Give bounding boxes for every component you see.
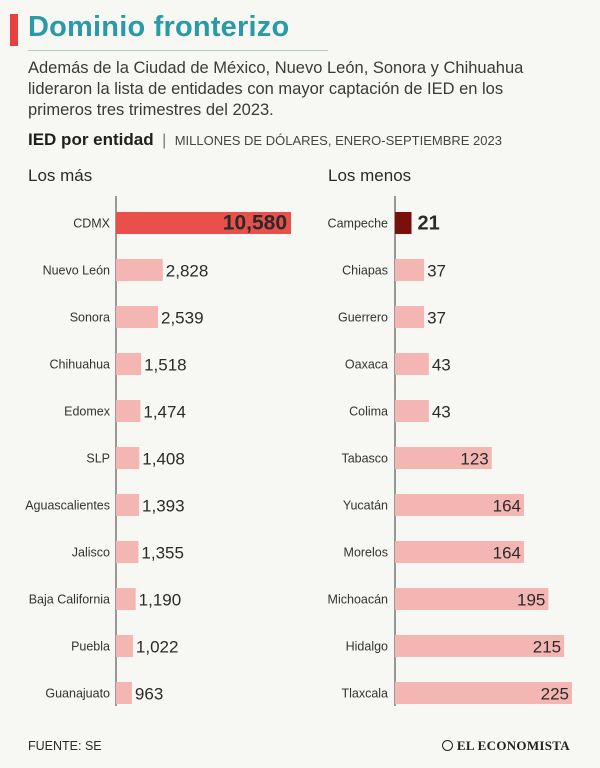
- right-category-label: Hidalgo: [346, 640, 388, 654]
- left-category-label: CDMX: [73, 217, 110, 231]
- left-value-label: 1,474: [143, 403, 186, 422]
- right-category-label: Oaxaca: [345, 358, 388, 372]
- left-bar: [116, 306, 158, 328]
- title-divider: [28, 50, 328, 51]
- right-category-label: Colima: [349, 405, 388, 419]
- left-bar: [116, 212, 291, 234]
- left-bar: [116, 353, 142, 375]
- page-title: Dominio fronterizo: [28, 11, 290, 43]
- right-bar: [395, 682, 572, 704]
- right-category-label: Morelos: [344, 546, 388, 560]
- right-bar: [395, 588, 549, 610]
- left-category-label: Sonora: [70, 311, 110, 325]
- right-category-label: Campeche: [328, 217, 388, 231]
- right-value-label: 21: [418, 213, 440, 235]
- right-value-label: 43: [432, 356, 451, 375]
- left-value-label: 963: [135, 685, 163, 704]
- left-value-label: 2,828: [166, 262, 209, 281]
- left-value-label: 10,580: [223, 212, 287, 235]
- right-category-label: Michoacán: [328, 593, 388, 607]
- left-bar: [116, 635, 133, 657]
- right-bar: [395, 447, 492, 469]
- left-category-label: Edomex: [64, 405, 111, 419]
- right-value-label: 164: [493, 497, 521, 516]
- right-value-label: 225: [541, 685, 569, 704]
- left-category-label: Baja California: [29, 593, 110, 607]
- left-category-label: Puebla: [71, 640, 110, 654]
- right-bar: [395, 212, 412, 234]
- right-category-label: Yucatán: [343, 499, 388, 513]
- right-value-label: 164: [493, 544, 521, 563]
- right-value-label: 37: [427, 309, 446, 328]
- left-bar: [116, 494, 140, 516]
- intro-text: Además de la Ciudad de México, Nuevo Leó…: [28, 59, 524, 119]
- left-category-label: SLP: [86, 452, 110, 466]
- source-note: FUENTE: SE: [28, 739, 102, 753]
- right-value-label: 195: [517, 591, 545, 610]
- right-bar: [395, 259, 425, 281]
- brand-logo: EL ECONOMISTA: [441, 738, 570, 754]
- left-value-label: 2,539: [161, 309, 204, 328]
- right-category-label: Chiapas: [342, 264, 388, 278]
- left-bar: [116, 447, 140, 469]
- left-category-label: Jalisco: [72, 546, 110, 560]
- right-value-label: 43: [432, 403, 451, 422]
- left-bar: [116, 259, 163, 281]
- left-bar: [116, 588, 136, 610]
- left-bar: [116, 541, 139, 563]
- right-bar: [395, 306, 425, 328]
- right-bar: [395, 353, 429, 375]
- left-category-label: Aguascalientes: [25, 499, 110, 513]
- chart-subtitle-units: MILLONES DE DÓLARES, ENERO-SEPTIEMBRE 20…: [174, 133, 502, 148]
- chart-subtitle-bold: IED por entidad: [28, 130, 154, 149]
- brand-mark-icon: [441, 740, 453, 751]
- chart-subtitle: IED por entidad | MILLONES DE DÓLARES, E…: [28, 130, 502, 150]
- left-bar: [116, 682, 132, 704]
- left-category-label: Nuevo León: [43, 264, 110, 278]
- right-category-label: Tlaxcala: [341, 687, 388, 701]
- left-value-label: 1,355: [141, 544, 184, 563]
- right-chart-title: Los menos: [328, 166, 412, 185]
- left-bar: [116, 400, 141, 422]
- left-value-label: 1,408: [142, 450, 185, 469]
- left-value-label: 1,022: [136, 638, 179, 657]
- brand-name: EL ECONOMISTA: [456, 738, 570, 753]
- right-bar: [395, 494, 525, 516]
- right-value-label: 123: [460, 450, 488, 469]
- left-value-label: 1,393: [142, 497, 185, 516]
- right-bar: [395, 400, 429, 422]
- title-accent-bar: [10, 14, 18, 46]
- right-bar: [395, 635, 565, 657]
- right-category-label: Tabasco: [341, 452, 388, 466]
- right-category-label: Guerrero: [338, 311, 388, 325]
- right-value-label: 37: [427, 262, 446, 281]
- left-value-label: 1,190: [139, 591, 182, 610]
- right-value-label: 215: [533, 638, 561, 657]
- left-chart-title: Los más: [28, 166, 93, 185]
- left-category-label: Guanajuato: [45, 687, 110, 701]
- right-bar: [395, 541, 525, 563]
- left-category-label: Chihuahua: [50, 358, 111, 372]
- chart-subtitle-separator: |: [162, 132, 167, 149]
- left-value-label: 1,518: [144, 356, 187, 375]
